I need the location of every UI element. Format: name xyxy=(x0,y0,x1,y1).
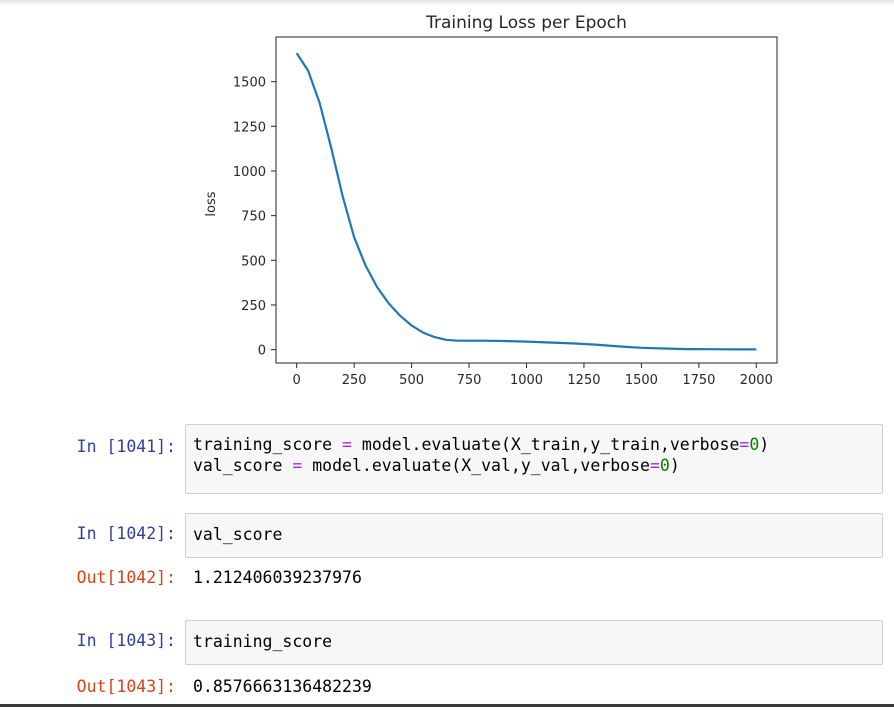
code-token: ) xyxy=(759,435,770,454)
code-token: = xyxy=(649,456,660,475)
plot-frame xyxy=(275,36,778,364)
code-line: training_score = model.evaluate(X_train,… xyxy=(193,434,875,455)
code-token: model.evaluate(X_train,y_train,verbose xyxy=(351,435,740,454)
notebook-top-shadow xyxy=(0,0,894,6)
x-tick-label: 500 xyxy=(399,373,424,388)
output-prompt: Out[1042]: xyxy=(76,568,176,587)
cell-output: 1.212406039237976 xyxy=(193,568,362,587)
y-tick-label: 0 xyxy=(258,344,266,359)
bottom-divider xyxy=(0,704,894,707)
output-prompt: Out[1043]: xyxy=(76,677,176,696)
y-tick-label: 750 xyxy=(241,210,266,225)
y-tick-label: 500 xyxy=(241,254,266,269)
y-tick-label: 1500 xyxy=(233,76,266,91)
code-token: = xyxy=(739,435,750,454)
y-tick-label: 1000 xyxy=(233,165,266,180)
input-prompt: In [1043]: xyxy=(76,631,176,650)
x-tick-label: 0 xyxy=(293,373,301,388)
code-token: = xyxy=(292,456,303,475)
code-token: = xyxy=(342,435,352,454)
code-input-area[interactable]: val_score xyxy=(185,513,883,558)
loss-chart: Training Loss per Epoch 0 250 500 750 1000 125… xyxy=(204,13,778,388)
code-line: training_score xyxy=(193,631,875,652)
chart-title: Training Loss per Epoch xyxy=(425,13,627,33)
x-tick-label: 1000 xyxy=(510,373,543,388)
y-tick-label: 1250 xyxy=(233,120,266,135)
x-tick-label: 1750 xyxy=(682,373,715,388)
input-prompt: In [1042]: xyxy=(76,524,176,543)
code-token: val_score xyxy=(193,525,283,544)
loss-series-line xyxy=(295,52,757,351)
code-input-area[interactable]: training_score xyxy=(185,620,883,665)
code-line: val_score xyxy=(193,524,875,545)
code-token: model.evaluate(X_val,y_val,verbose xyxy=(302,456,650,475)
code-token: ) xyxy=(669,456,680,475)
code-token: 0 xyxy=(659,456,670,475)
code-token: val_score xyxy=(193,456,293,475)
x-tick-label: 2000 xyxy=(740,373,773,388)
code-token: 0 xyxy=(749,435,760,454)
x-tick-label: 750 xyxy=(457,373,482,388)
code-line: val_score = model.evaluate(X_val,y_val,v… xyxy=(193,455,875,476)
y-tick-label: 250 xyxy=(241,299,266,314)
x-tick-label: 1500 xyxy=(625,373,658,388)
code-input-area[interactable]: training_score = model.evaluate(X_train,… xyxy=(185,424,883,494)
code-token: training_score xyxy=(193,632,333,651)
cell-output: 0.8576663136482239 xyxy=(193,677,372,696)
input-prompt: In [1041]: xyxy=(76,437,176,456)
y-axis-label: loss xyxy=(204,191,219,216)
x-tick-label: 250 xyxy=(342,373,367,388)
code-token: training_score xyxy=(193,435,343,454)
x-tick-label: 1250 xyxy=(567,373,600,388)
